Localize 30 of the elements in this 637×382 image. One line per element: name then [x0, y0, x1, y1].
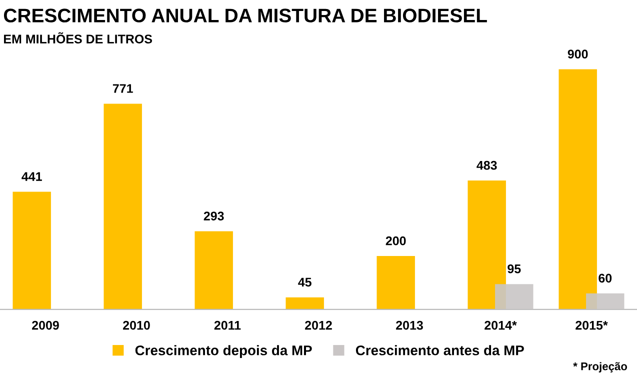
data-label: 483 [476, 160, 497, 170]
data-label: 771 [112, 84, 133, 93]
x-tick-label: 2015* [576, 320, 608, 330]
bar [194, 231, 233, 310]
x-tick-label: 2011 [214, 320, 241, 330]
data-label: 60 [598, 274, 612, 283]
bar [586, 293, 624, 310]
data-label: 441 [22, 172, 42, 181]
x-tick-label: 2012 [305, 320, 332, 330]
bar [558, 69, 597, 310]
data-label: 95 [508, 264, 521, 274]
data-label: 200 [386, 236, 406, 246]
text: * Projeção [573, 362, 628, 372]
data-label: 45 [298, 278, 312, 287]
bar [12, 192, 51, 310]
data-label: 293 [204, 212, 224, 220]
legend-label: Crescimento antes da MP [356, 345, 524, 356]
bar [286, 297, 324, 310]
x-tick-label: 2014* [484, 320, 517, 330]
data-label: 900 [568, 50, 588, 58]
x-tick-label: 2009 [32, 320, 59, 330]
bar [376, 256, 415, 310]
chart-subtitle: EM MILHÕES DE LITROS [4, 32, 152, 44]
bar [104, 104, 142, 310]
x-tick-label: 2013 [396, 320, 423, 330]
x-tick-label: 2010 [123, 320, 150, 330]
bar [468, 180, 506, 310]
bar [495, 284, 534, 310]
legend-label: Crescimento depois da MP [135, 345, 312, 358]
chart-title: CRESCIMENTO ANUAL DA MISTURA DE BIODIESEL [4, 8, 487, 22]
